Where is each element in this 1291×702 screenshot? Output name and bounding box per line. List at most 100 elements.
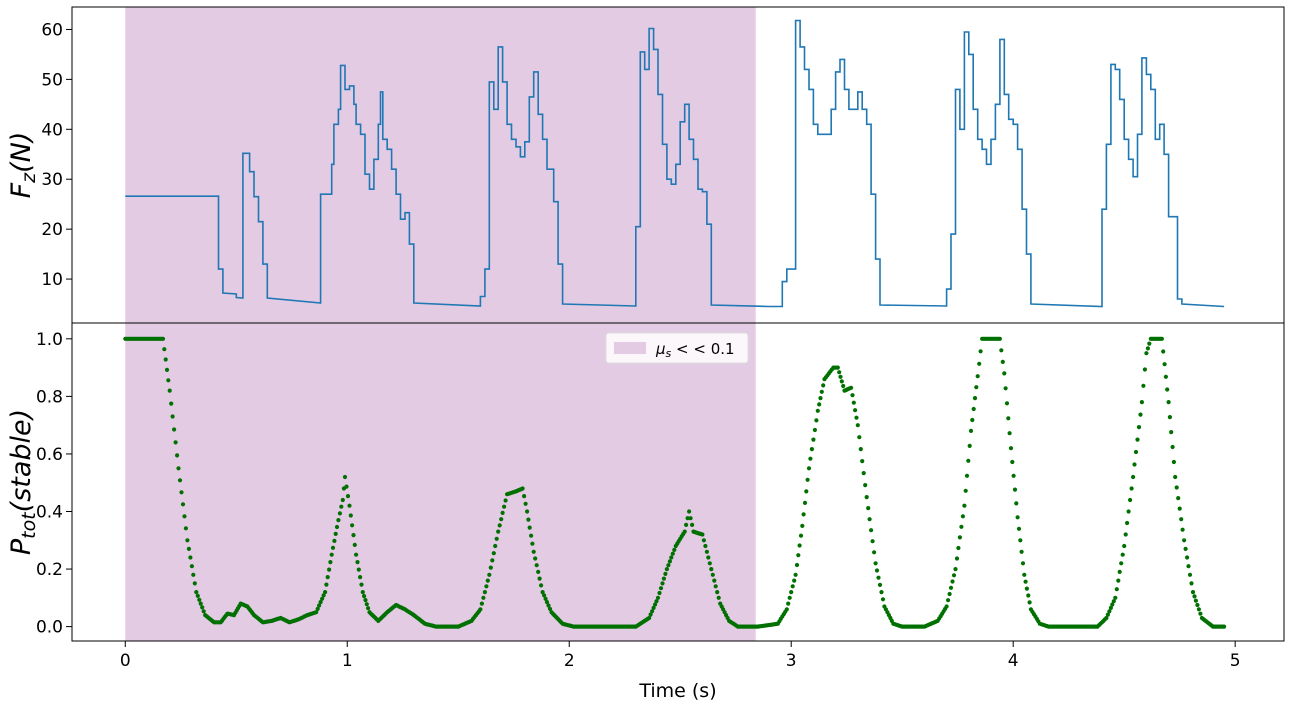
friction-shaded-region-top [125, 7, 756, 323]
stability-point [1105, 612, 1110, 617]
stability-point [1144, 351, 1149, 356]
stability-point [499, 517, 504, 522]
stability-point [1018, 538, 1023, 543]
stability-point [954, 556, 960, 561]
stability-point [944, 604, 949, 609]
stability-point [479, 601, 484, 606]
stability-point [194, 590, 199, 595]
stability-point [1131, 474, 1136, 480]
stability-point [1176, 496, 1181, 501]
stability-point [715, 590, 720, 595]
stability-point [806, 466, 812, 471]
stability-point [540, 590, 545, 595]
stability-point [962, 503, 967, 508]
stability-point [496, 529, 501, 534]
stability-point [317, 603, 322, 608]
stability-point [660, 581, 665, 586]
force-y-tick-label: 40 [41, 120, 63, 140]
stability-point [527, 525, 532, 530]
stability-point [188, 555, 193, 560]
stability-point [1187, 572, 1193, 577]
stability-point [1135, 437, 1140, 442]
stability-point [701, 538, 707, 543]
stability-point [162, 347, 167, 352]
stability-point [1120, 552, 1125, 557]
stability-point [651, 605, 656, 611]
stability-point [1122, 543, 1127, 549]
stability-y-ticks: 0.0 0.2 0.4 0.6 0.8 1.0 [36, 330, 72, 638]
stability-point [819, 389, 824, 394]
stability-point [960, 514, 966, 519]
stability-point [837, 370, 842, 375]
stability-point [1128, 497, 1133, 503]
stability-point [1190, 590, 1196, 595]
stability-point [170, 414, 175, 419]
stability-point [811, 437, 816, 442]
stability-point [950, 579, 955, 584]
stability-point [523, 501, 528, 506]
stability-point [863, 483, 868, 488]
time-x-tick-label: 1 [342, 651, 353, 671]
stability-point [664, 567, 670, 572]
force-y-tick-label: 50 [41, 70, 63, 90]
stability-point [327, 567, 332, 572]
stability-point [997, 336, 1003, 341]
friction-shaded-region-bottom [125, 323, 756, 641]
force-y-axis-label: Fz(N) [6, 132, 40, 199]
stability-point [786, 601, 791, 606]
stability-panel: 0.0 0.2 0.4 0.6 0.8 1.0 0 1 2 3 4 5 Ptot(stable) T… [6, 322, 1285, 702]
stability-point [336, 518, 341, 523]
stability-point [672, 547, 677, 553]
stability-point [497, 523, 502, 528]
stability-point [345, 494, 351, 499]
stability-point [1004, 401, 1010, 406]
stability-y-tick-label: 1.0 [36, 330, 63, 350]
stability-point [500, 510, 505, 515]
stability-point [522, 494, 527, 499]
force-y-tick-label: 60 [41, 20, 63, 40]
stability-point [1183, 546, 1188, 552]
stability-point [359, 582, 364, 587]
stability-point [946, 598, 951, 603]
stability-point [999, 348, 1004, 353]
stability-point [682, 529, 687, 534]
stability-point [1179, 517, 1184, 522]
stability-point [854, 415, 859, 420]
stability-point [315, 606, 320, 612]
stability-point [670, 551, 675, 556]
stability-point [690, 522, 695, 528]
stability-point [177, 478, 183, 483]
stability-point [877, 582, 883, 588]
stability-point [182, 514, 187, 519]
time-x-axis-label: Time (s) [638, 680, 716, 702]
force-y-tick-label: 30 [41, 170, 63, 190]
stability-point [1142, 367, 1147, 372]
force-line [125, 19, 1225, 308]
stability-point [344, 484, 349, 489]
stability-point [160, 336, 166, 341]
stability-point [544, 600, 550, 605]
stability-point [793, 572, 798, 577]
stability-point [481, 595, 486, 600]
stability-point [340, 497, 345, 503]
stability-point [687, 509, 692, 514]
stability-point [494, 536, 499, 541]
stability-point [358, 575, 363, 580]
stability-point [648, 612, 653, 617]
stability-point [812, 427, 818, 433]
stability-point [1147, 341, 1152, 346]
stability-y-tick-label: 0.2 [36, 560, 63, 580]
stability-point [798, 533, 804, 538]
stability-point [967, 443, 972, 448]
stability-point [546, 603, 551, 608]
stability-point [531, 549, 536, 554]
stability-point [1196, 607, 1201, 612]
stability-point [794, 562, 800, 568]
stability-point [325, 575, 330, 580]
stability-point [318, 600, 323, 605]
stability-point [186, 546, 191, 552]
stability-point [1010, 459, 1015, 465]
stability-point [657, 590, 662, 596]
stability-point [482, 590, 487, 595]
stability-point [493, 543, 498, 549]
